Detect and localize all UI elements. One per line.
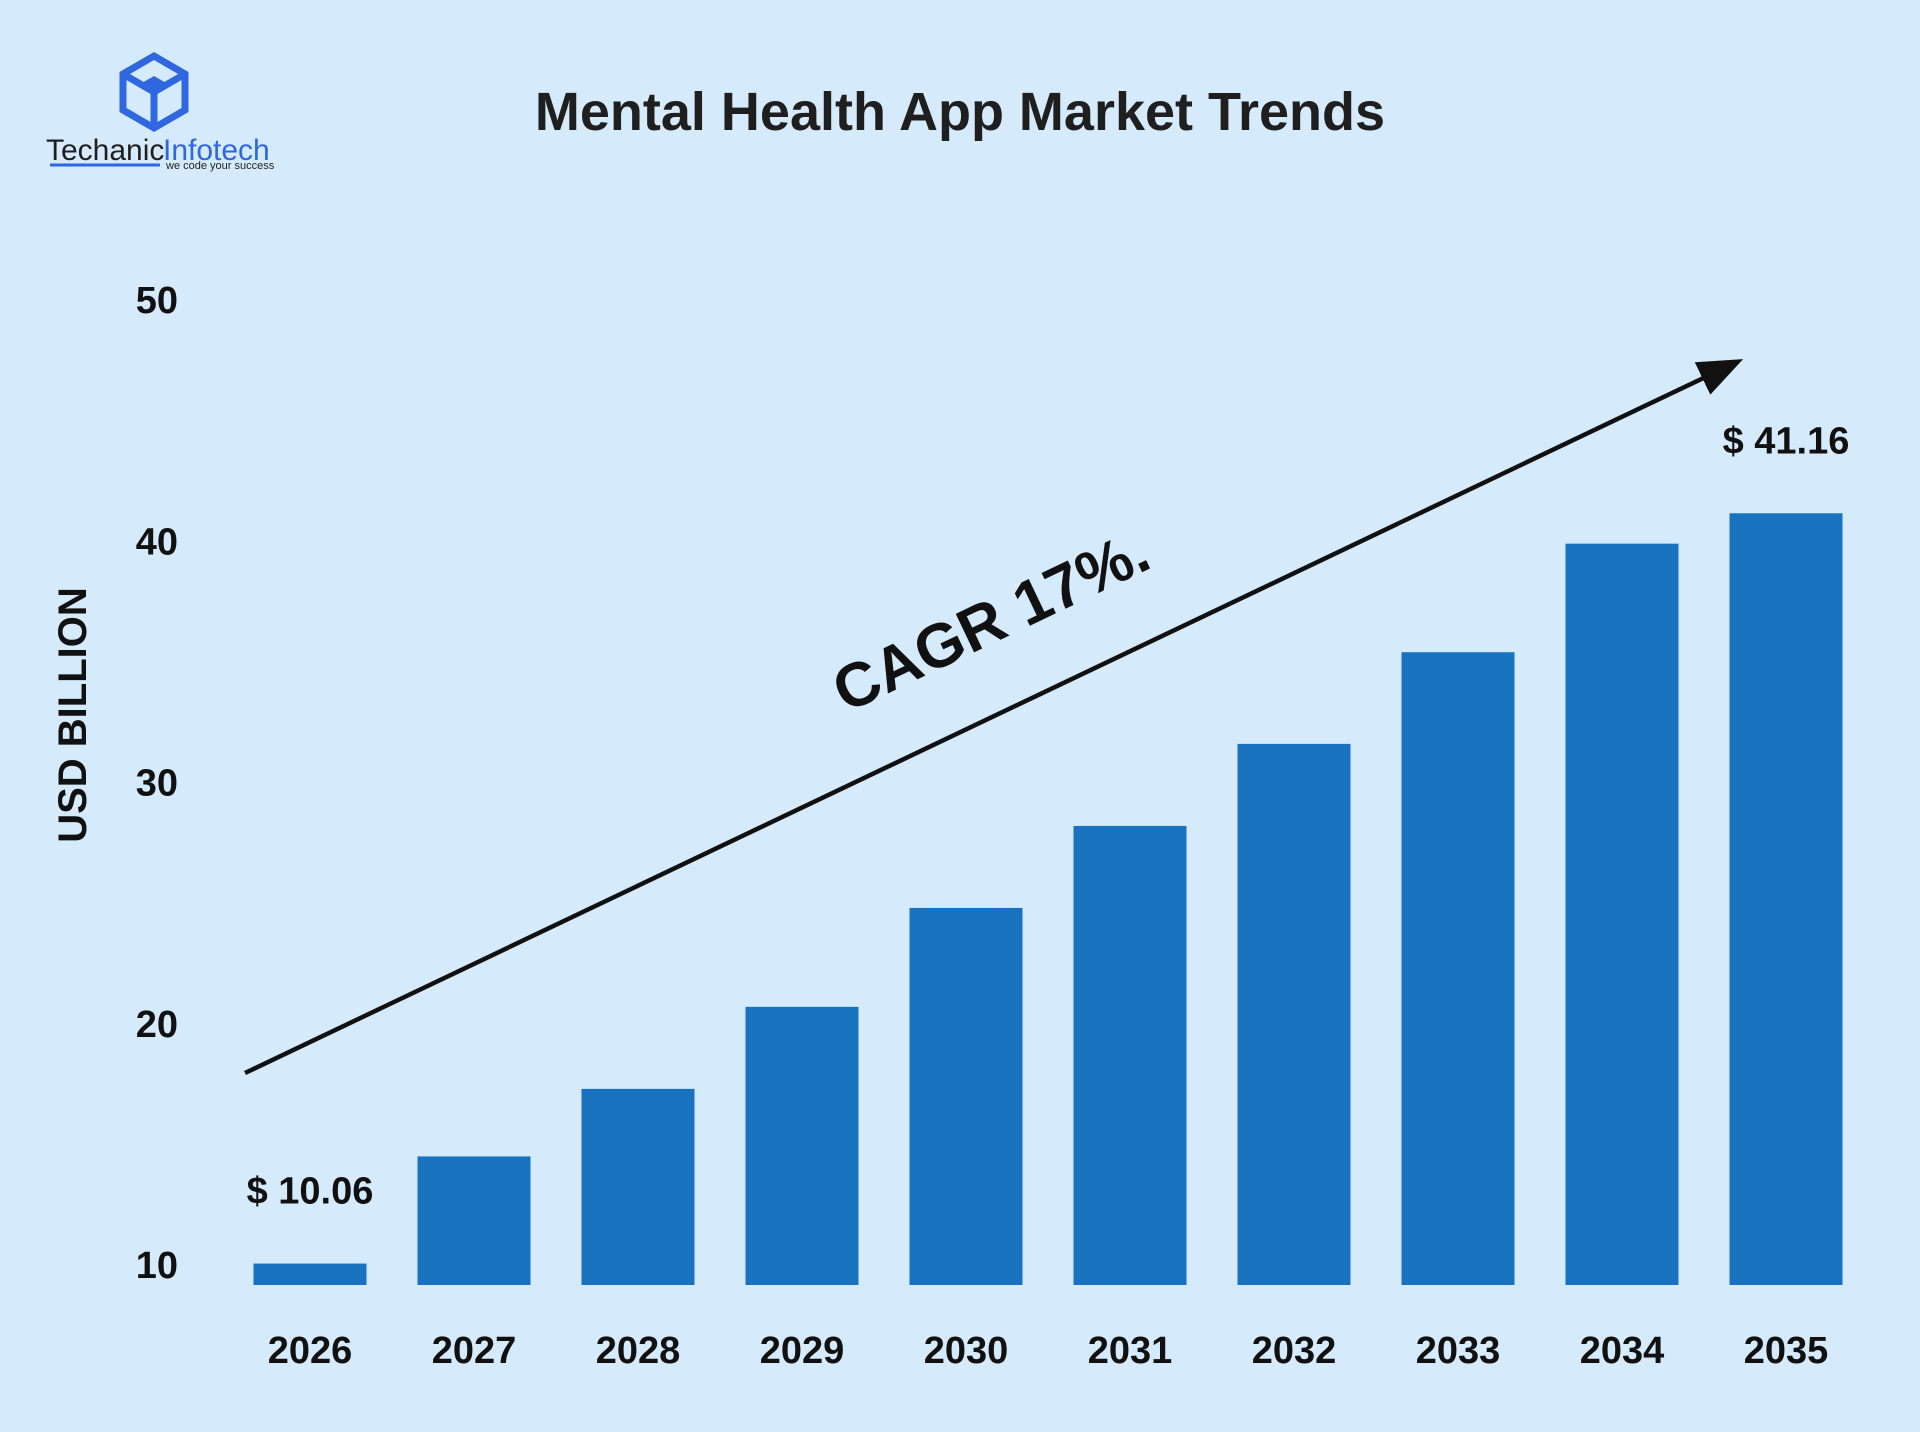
bar-2031 (1073, 825, 1187, 1285)
y-tick-label: 40 (136, 521, 178, 563)
x-tick-label: 2027 (432, 1330, 517, 1372)
brand-name-part2: Infotech (163, 134, 270, 167)
trend-arrow (244, 359, 1744, 1076)
x-ticks: 2026 2027 2028 2029 2030 2031 2032 2033 2034 2035 (268, 1330, 1829, 1372)
bar-2034 (1565, 543, 1679, 1285)
x-tick-label: 2032 (1252, 1330, 1337, 1372)
cagr-annotation: CAGR 17%. (822, 517, 1160, 726)
bar-2032 (1237, 743, 1351, 1285)
bar-2026 (253, 1263, 367, 1285)
data-label-2026: $ 10.06 (247, 1171, 374, 1213)
x-tick-label: 2033 (1416, 1330, 1501, 1372)
y-tick-label: 30 (136, 763, 178, 805)
brand-logo: Techanic Infotech we code your success (46, 51, 275, 172)
brand-name-part1: Techanic (46, 134, 164, 167)
bar-2033 (1401, 652, 1515, 1285)
y-axis-label: USD BILLION (51, 587, 95, 843)
x-tick-label: 2031 (1088, 1330, 1173, 1372)
bar-2028 (581, 1088, 695, 1285)
x-tick-label: 2029 (760, 1330, 845, 1372)
chart-title: Mental Health App Market Trends (535, 82, 1385, 142)
data-labels: $ 10.06 $ 41.16 (247, 420, 1850, 1212)
bar-2029 (745, 1006, 859, 1285)
bars (253, 513, 1843, 1285)
bar-2035 (1729, 513, 1843, 1285)
y-ticks: 10 20 30 40 50 (136, 280, 178, 1287)
y-tick-label: 10 (136, 1245, 178, 1287)
y-tick-label: 20 (136, 1004, 178, 1046)
x-tick-label: 2028 (596, 1330, 681, 1372)
bar-2030 (909, 907, 1023, 1285)
bar-2027 (417, 1156, 531, 1285)
data-label-2035: $ 41.16 (1723, 420, 1850, 462)
x-tick-label: 2034 (1580, 1330, 1665, 1372)
x-tick-label: 2035 (1744, 1330, 1829, 1372)
hexagon-cube-logo-icon (119, 51, 189, 133)
brand-tagline: we code your success (165, 160, 275, 172)
x-tick-label: 2030 (924, 1330, 1009, 1372)
x-tick-label: 2026 (268, 1330, 353, 1372)
y-tick-label: 50 (136, 280, 178, 322)
